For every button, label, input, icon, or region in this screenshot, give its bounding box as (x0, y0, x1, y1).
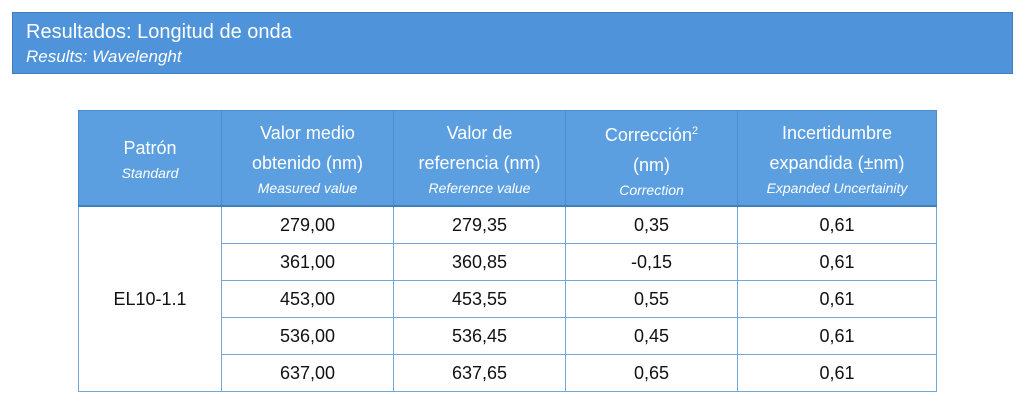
value-cell: -0,15 (565, 243, 738, 281)
value-cell: 0,61 (737, 354, 937, 392)
value-cell: 0,35 (565, 205, 738, 244)
column-header: Corrección2 (nm) Correction (565, 110, 738, 207)
value-cell: 637,65 (393, 354, 566, 392)
table-row: 637,00 637,65 0,65 0,61 (79, 354, 937, 392)
header-sublabel: Expanded Uncertainity (766, 180, 908, 196)
results-table: Patrón Standard Valor medio obtenido (nm) Me… (78, 110, 937, 392)
value-cell: 453,00 (221, 280, 394, 318)
header-line: Valor medio (222, 118, 393, 148)
value-cell: 0,61 (737, 317, 937, 355)
header-row: Patrón Standard Valor medio obtenido (nm) Me… (78, 110, 937, 207)
value-cell: 536,00 (221, 317, 394, 355)
header-text: Incertidumbre (781, 123, 893, 143)
table-body: EL10-1.1 279,00 279,35 0,35 0,61 361,00 360,85… (78, 205, 937, 392)
header-line: Patrón (79, 133, 221, 163)
title: Resultados: Longitud de onda (26, 21, 292, 43)
value-cell: 453,55 (393, 280, 566, 318)
value-cell: 279,35 (393, 205, 566, 244)
header-text: Valor de (446, 123, 513, 143)
table-row: 361,00 360,85 -0,15 0,61 (79, 243, 937, 281)
value-cell: 279,00 (221, 205, 394, 244)
value-cell: 0,61 (737, 243, 937, 281)
value-cell: 536,45 (393, 317, 566, 355)
header-line: obtenido (nm) (222, 148, 393, 178)
column-header: Valor medio obtenido (nm) Measured value (221, 110, 394, 207)
value-cell: 637,00 (221, 354, 394, 392)
standard-cell: EL10-1.1 (78, 205, 222, 392)
column-header: Valor de referencia (nm) Reference value (393, 110, 566, 207)
header-line: expandida (±nm) (738, 148, 936, 178)
header-text: referencia (nm) (418, 153, 541, 173)
value-cell: 0,55 (565, 280, 738, 318)
table-row: EL10-1.1 279,00 279,35 0,35 0,61 (78, 205, 937, 392)
table-row: 453,00 453,55 0,55 0,61 (79, 280, 937, 318)
header-text: Patrón (123, 138, 177, 158)
header-line: Valor de (394, 118, 565, 148)
value-cell: 0,45 (565, 317, 738, 355)
header-line: Corrección2 (566, 116, 737, 150)
value-cell: 0,61 (737, 205, 937, 244)
header-sublabel: Standard (121, 165, 179, 181)
header-bar: Resultados: Longitud de onda Results: Wa… (12, 12, 1013, 74)
header-sublabel: Measured value (257, 180, 358, 196)
header-text: (nm) (633, 155, 670, 175)
header-sublabel: Reference value (428, 180, 531, 196)
header-text: expandida (±nm) (769, 153, 905, 173)
header-line: referencia (nm) (394, 148, 565, 178)
column-header: Patrón Standard (78, 110, 222, 207)
value-cell: 0,65 (565, 354, 738, 392)
header-text: obtenido (nm) (251, 153, 364, 173)
header-text: Corrección (604, 125, 692, 145)
header-line: (nm) (566, 150, 737, 180)
table-row: 536,00 536,45 0,45 0,61 (79, 317, 937, 355)
value-cell: 361,00 (221, 243, 394, 281)
header-line: Incertidumbre (738, 118, 936, 148)
header-sublabel: Correction (619, 182, 684, 198)
value-cell: 360,85 (393, 243, 566, 281)
footnote-mark: 2 (691, 125, 699, 137)
subtitle: Results: Wavelenght (26, 47, 182, 66)
header-text: Valor medio (260, 123, 355, 143)
value-cell: 0,61 (737, 280, 937, 318)
column-header: Incertidumbre expandida (±nm) Expanded Unc… (737, 110, 937, 207)
